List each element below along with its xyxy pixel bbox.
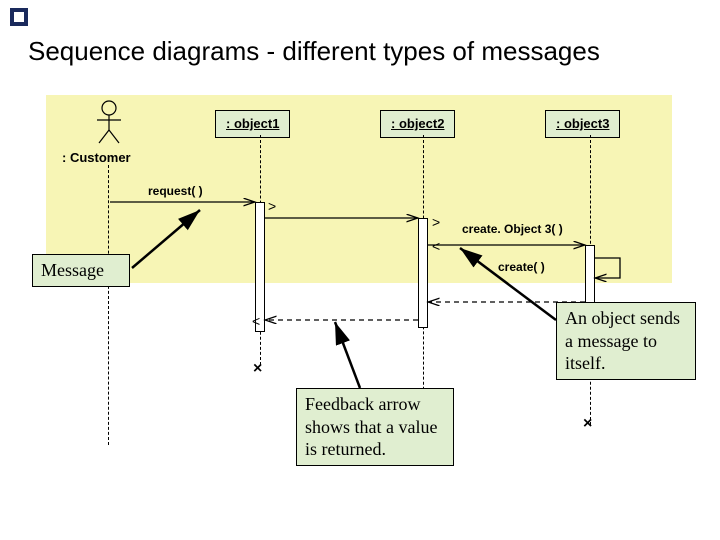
message-label-createobject3: create. Object 3( ) <box>462 222 563 236</box>
slide-root: Sequence diagrams - different types of m… <box>0 0 720 540</box>
caret-icon: < <box>432 238 440 254</box>
caret-icon: > <box>432 214 440 230</box>
message-label-create: create( ) <box>498 260 545 274</box>
destroy-icon: × <box>583 415 592 433</box>
caret-icon: > <box>268 198 276 214</box>
caret-icon: < <box>252 313 260 329</box>
callout-feedback: Feedback arrow shows that a value is ret… <box>296 388 454 466</box>
destroy-icon: × <box>253 360 262 378</box>
message-label-request: request( ) <box>148 184 203 198</box>
callout-message: Message <box>32 254 130 287</box>
callout-selfmsg: An object sends a message to itself. <box>556 302 696 380</box>
